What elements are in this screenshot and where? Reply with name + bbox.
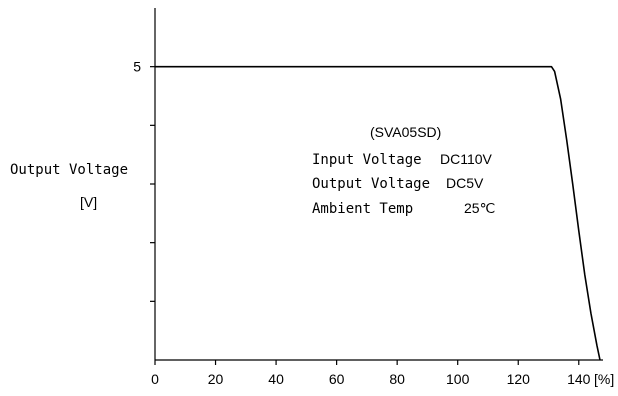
annotation-input-voltage-label: Input Voltage [312,152,422,168]
x-tick-label: 40 [268,371,284,387]
x-axis-unit-label: [%] [594,371,614,387]
x-ticks [154,360,580,365]
output-voltage-curve [155,65,601,361]
x-tick-labels: 0 20 40 60 80 100 120 140 [151,371,591,387]
y-tick-labels: 5 [133,59,141,75]
x-tick-label: 60 [329,371,345,387]
x-tick-label: 0 [151,371,159,387]
annotation-output-voltage-value: DC5V [446,175,484,191]
x-tick-label: 100 [446,371,470,387]
y-axis-label: Output Voltage [10,162,128,178]
annotation-output-voltage-label: Output Voltage [312,176,430,192]
annotation-ambient-temp-label: Ambient Temp [312,201,413,217]
annotation-input-voltage-value: DC110V [440,151,493,167]
x-tick-label: 140 [567,371,591,387]
x-tick-label: 120 [507,371,531,387]
annotation-model: (SVA05SD) [370,124,441,140]
x-tick-label: 80 [389,371,405,387]
y-axis-unit-label: [V] [80,194,97,210]
condition-annotation: (SVA05SD) Input Voltage DC110V Output Vo… [312,124,495,217]
series-group [155,65,601,361]
y-ticks [150,66,155,302]
annotation-ambient-temp-value: 25℃ [464,200,495,216]
y-tick-label: 5 [133,59,141,75]
x-tick-label: 20 [208,371,224,387]
